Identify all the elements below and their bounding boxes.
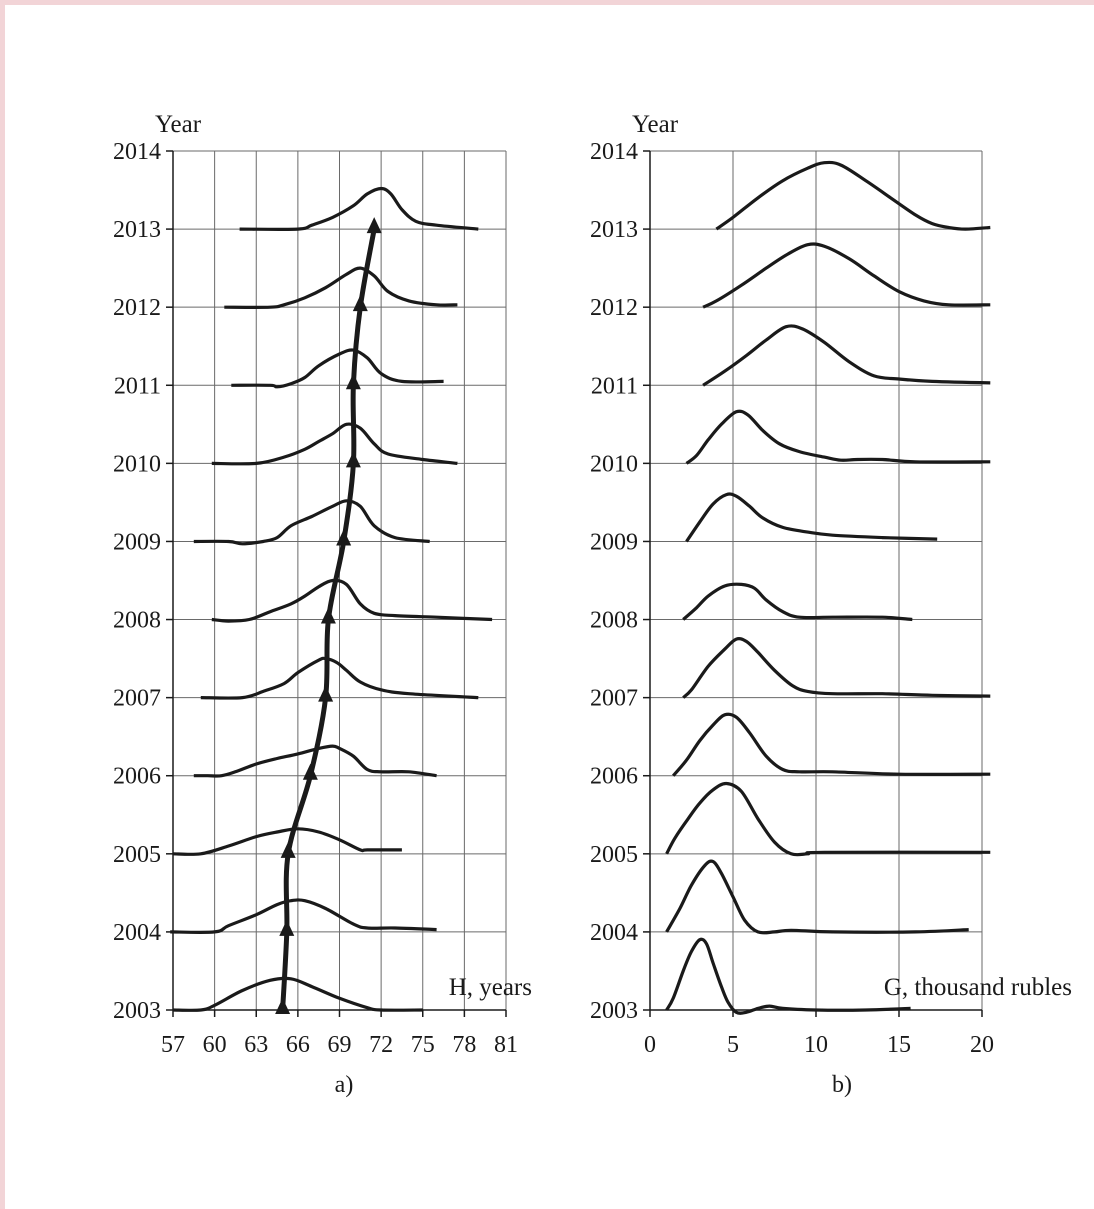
y-tick-label: 2006 xyxy=(590,764,638,790)
y-tick-label: 2009 xyxy=(590,529,638,555)
trend-marker xyxy=(302,763,318,780)
ridge-curve-2008 xyxy=(211,578,493,623)
page-border-top xyxy=(0,0,1094,5)
x-tick-label: 5 xyxy=(727,1032,739,1058)
y-tick-label: 2012 xyxy=(590,295,638,321)
ridge-curve-2008 xyxy=(682,582,913,622)
x-tick-label: 66 xyxy=(286,1032,310,1058)
y-tick-label: 2003 xyxy=(590,998,638,1024)
x-tick-label: 60 xyxy=(203,1032,227,1058)
ridge-curve-2006 xyxy=(672,712,991,777)
y-tick-label: 2009 xyxy=(113,529,161,555)
y-tick-label: 2008 xyxy=(590,608,638,634)
ridge-curve-2003 xyxy=(172,976,423,1012)
ridge-curve-2004 xyxy=(665,859,969,935)
y-tick-label: 2012 xyxy=(113,295,161,321)
trend-marker xyxy=(318,685,334,702)
y-tick-label: 2007 xyxy=(590,686,638,712)
chart-panel-a: 2003 2004 2005 2006 2007 2008 2009 2010 2011 2012… xyxy=(113,111,532,1098)
ridge-curve-2011 xyxy=(702,324,991,387)
ridge-curve-2013 xyxy=(715,160,991,231)
y-tick-labels-a: 2003 2004 2005 2006 2007 2008 2009 2010 2011 2012… xyxy=(113,139,173,1024)
ridge-curve-2003 xyxy=(665,937,911,1015)
grid-vertical-a xyxy=(214,151,507,1010)
y-axis-title-a: Year xyxy=(155,111,202,138)
page-border-left xyxy=(0,0,5,1209)
x-axis-title-a: H, years xyxy=(449,974,532,1001)
y-tick-labels-b: 2003 2004 2005 2006 2007 2008 2009 2010 2011 2012… xyxy=(590,139,650,1024)
trend-marker xyxy=(279,919,295,936)
chart-panel-b: 2003200420052006200720082009201020112012… xyxy=(590,111,1072,1098)
panel-caption-b: b) xyxy=(832,1072,852,1098)
x-axis-title-b: G, thousand rubles xyxy=(884,974,1072,1001)
y-tick-label: 2014 xyxy=(113,139,161,165)
trend-marker xyxy=(336,529,352,546)
y-tick-label: 2010 xyxy=(590,451,638,477)
y-tick-label: 2014 xyxy=(590,139,638,165)
trend-marker xyxy=(345,373,361,390)
y-tick-label: 2007 xyxy=(113,686,161,712)
ridge-curve-2005 xyxy=(172,827,402,856)
trend-marker xyxy=(275,998,291,1014)
y-tick-label: 2005 xyxy=(113,842,161,868)
ridge-curve-2007 xyxy=(682,637,991,699)
ridge-curve-2011 xyxy=(231,348,444,389)
ridge-curve-2010 xyxy=(685,409,991,465)
ridge-curve-2009 xyxy=(685,492,938,543)
trend-marker xyxy=(345,451,361,468)
y-tick-label: 2010 xyxy=(113,451,161,477)
x-tick-label: 0 xyxy=(644,1032,656,1058)
ridge-curve-2013 xyxy=(239,186,479,231)
ridge-curve-2004 xyxy=(170,898,437,934)
y-tick-label: 2006 xyxy=(113,764,161,790)
x-tick-label: 72 xyxy=(369,1032,393,1058)
x-tick-label: 81 xyxy=(494,1032,518,1058)
y-tick-label: 2013 xyxy=(590,217,638,243)
x-tick-label: 75 xyxy=(411,1032,435,1058)
trend-marker xyxy=(280,841,296,858)
ridge-curves-b xyxy=(665,160,991,1015)
ridge-curve-2009 xyxy=(193,499,430,546)
trend-marker xyxy=(320,607,336,624)
x-tick-label: 10 xyxy=(804,1032,828,1058)
y-axis-title-b: Year xyxy=(632,111,679,138)
panel-caption-a: a) xyxy=(335,1072,354,1098)
y-tick-label: 2004 xyxy=(113,920,161,946)
y-tick-label: 2005 xyxy=(590,842,638,868)
x-tick-label: 20 xyxy=(970,1032,994,1058)
trend-marker xyxy=(366,217,382,234)
x-tick-labels-a: 57 60 63 66 69 72 75 78 81 xyxy=(161,1010,518,1058)
x-tick-label: 63 xyxy=(244,1032,268,1058)
x-tick-labels-b: 0 5 10 15 20 xyxy=(644,1010,994,1058)
y-tick-label: 2011 xyxy=(591,373,638,399)
y-tick-label: 2008 xyxy=(113,608,161,634)
y-tick-label: 2013 xyxy=(113,217,161,243)
grid-vertical-b xyxy=(732,151,983,1010)
ridge-curves-a xyxy=(170,186,493,1012)
x-tick-label: 15 xyxy=(887,1032,911,1058)
y-tick-label: 2003 xyxy=(113,998,161,1024)
x-tick-label: 78 xyxy=(452,1032,476,1058)
trend-line-a xyxy=(275,217,382,1014)
ridge-curve-2005 xyxy=(665,781,991,857)
y-tick-label: 2004 xyxy=(590,920,638,946)
ridge-curve-2012 xyxy=(702,242,991,309)
y-tick-label: 2011 xyxy=(114,373,161,399)
ridge-curve-2012 xyxy=(224,266,458,309)
x-tick-label: 57 xyxy=(161,1032,185,1058)
ridge-curve-2010 xyxy=(211,422,458,466)
trend-marker xyxy=(352,295,368,312)
x-tick-label: 69 xyxy=(328,1032,352,1058)
